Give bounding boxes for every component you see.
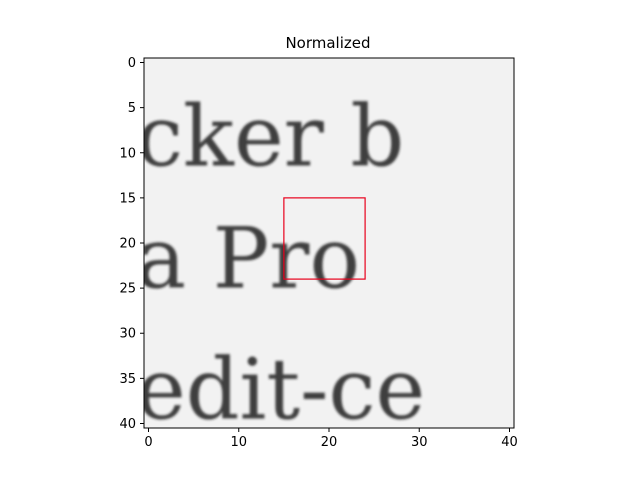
y-tick-label: 30 (119, 327, 136, 342)
y-tick-label: 5 (128, 101, 136, 116)
y-tick-label: 40 (119, 417, 136, 432)
image-text-line: cker b (136, 88, 404, 186)
x-tick-label: 10 (230, 435, 247, 450)
x-tick-label: 30 (411, 435, 428, 450)
y-tick-label: 20 (119, 237, 136, 252)
y-tick-label: 10 (119, 146, 136, 161)
y-tick-label: 35 (119, 372, 136, 387)
image-text-line: edit-ce (136, 340, 425, 438)
image-text-line: a Pro (136, 210, 360, 308)
x-axis-ticks: 0 10 20 30 40 (144, 428, 518, 450)
y-tick-label: 25 (119, 282, 136, 297)
x-tick-label: 0 (144, 435, 152, 450)
x-tick-label: 20 (321, 435, 338, 450)
highlight-box (283, 197, 366, 280)
image-background (144, 58, 514, 428)
plot-title: Normalized (285, 34, 370, 52)
image-area: cker b a Pro edit-ce (136, 58, 514, 438)
x-tick-label: 40 (501, 435, 518, 450)
y-tick-label: 15 (119, 191, 136, 206)
y-tick-label: 0 (128, 56, 136, 71)
y-axis-ticks: 0 5 10 15 20 25 30 35 40 (119, 56, 144, 432)
image-text-lines: cker b a Pro edit-ce (136, 88, 425, 438)
